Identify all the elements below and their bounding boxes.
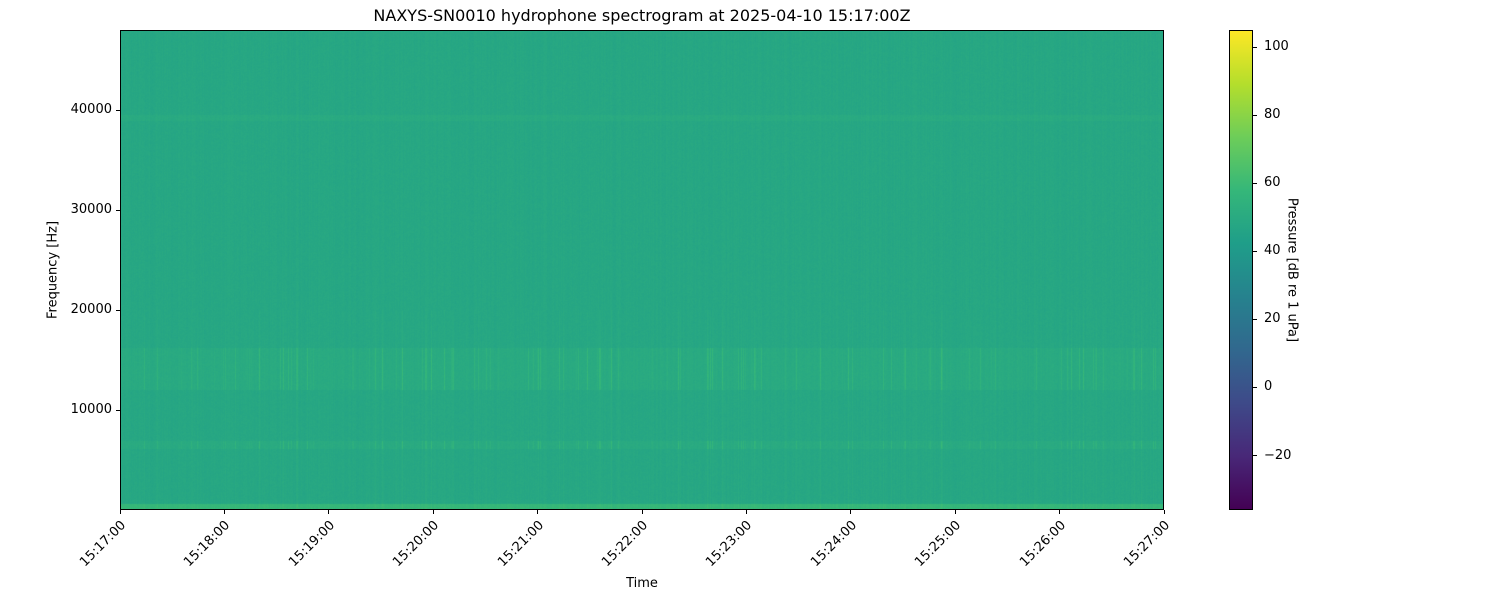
spectrogram-image bbox=[121, 31, 1163, 509]
colorbar-label: Pressure [dB re 1 uPa] bbox=[1284, 197, 1300, 343]
x-tick-label: 15:22:00 bbox=[599, 518, 651, 570]
colorbar-tick-label: 20 bbox=[1264, 311, 1281, 327]
y-tick-label: 20000 bbox=[70, 302, 112, 317]
x-tick-label: 15:23:00 bbox=[703, 518, 756, 570]
colorbar-tick-label: 80 bbox=[1264, 107, 1281, 123]
x-tick bbox=[328, 510, 330, 514]
x-tick-label: 15:19:00 bbox=[285, 518, 338, 570]
y-tick-label: 30000 bbox=[70, 202, 112, 217]
x-tick-label: 15:18:00 bbox=[181, 518, 234, 570]
colorbar-tick bbox=[1253, 182, 1257, 184]
y-tick-label: 10000 bbox=[70, 402, 112, 417]
y-tick bbox=[116, 109, 120, 111]
x-tick-label: 15:25:00 bbox=[912, 518, 965, 570]
x-tick bbox=[119, 510, 121, 514]
x-tick-label: 15:27:00 bbox=[1121, 518, 1173, 570]
y-tick bbox=[116, 409, 120, 411]
x-tick bbox=[432, 510, 434, 514]
colorbar-tick bbox=[1253, 455, 1257, 457]
colorbar-tick bbox=[1253, 386, 1257, 388]
x-tick bbox=[1059, 510, 1061, 514]
colorbar-tick bbox=[1253, 318, 1257, 320]
x-tick bbox=[537, 510, 539, 514]
colorbar-tick-label: 60 bbox=[1264, 175, 1281, 191]
x-tick-label: 15:17:00 bbox=[77, 518, 129, 570]
colorbar-tick-label: −20 bbox=[1264, 447, 1292, 463]
colorbar-tick bbox=[1253, 46, 1257, 48]
x-tick bbox=[223, 510, 225, 514]
y-tick bbox=[116, 209, 120, 211]
colorbar-tick-label: 40 bbox=[1264, 243, 1281, 259]
x-tick bbox=[850, 510, 852, 514]
chart-title: NAXYS-SN0010 hydrophone spectrogram at 2… bbox=[373, 6, 911, 25]
x-tick bbox=[641, 510, 643, 514]
x-tick-label: 15:26:00 bbox=[1016, 518, 1069, 570]
colorbar-tick bbox=[1253, 250, 1257, 252]
x-axis-label: Time bbox=[626, 576, 658, 591]
y-tick bbox=[116, 309, 120, 311]
colorbar-tick bbox=[1253, 114, 1257, 116]
plot-area bbox=[120, 30, 1164, 510]
x-tick-label: 15:24:00 bbox=[807, 518, 860, 570]
colorbar bbox=[1229, 30, 1253, 510]
colorbar-tick-label: 0 bbox=[1264, 379, 1273, 395]
x-tick-label: 15:20:00 bbox=[390, 518, 443, 570]
x-tick bbox=[954, 510, 956, 514]
x-tick bbox=[1163, 510, 1165, 514]
y-tick-label: 40000 bbox=[70, 102, 112, 117]
x-tick-label: 15:21:00 bbox=[494, 518, 547, 570]
colorbar-tick-label: 100 bbox=[1264, 39, 1289, 55]
x-tick bbox=[745, 510, 747, 514]
